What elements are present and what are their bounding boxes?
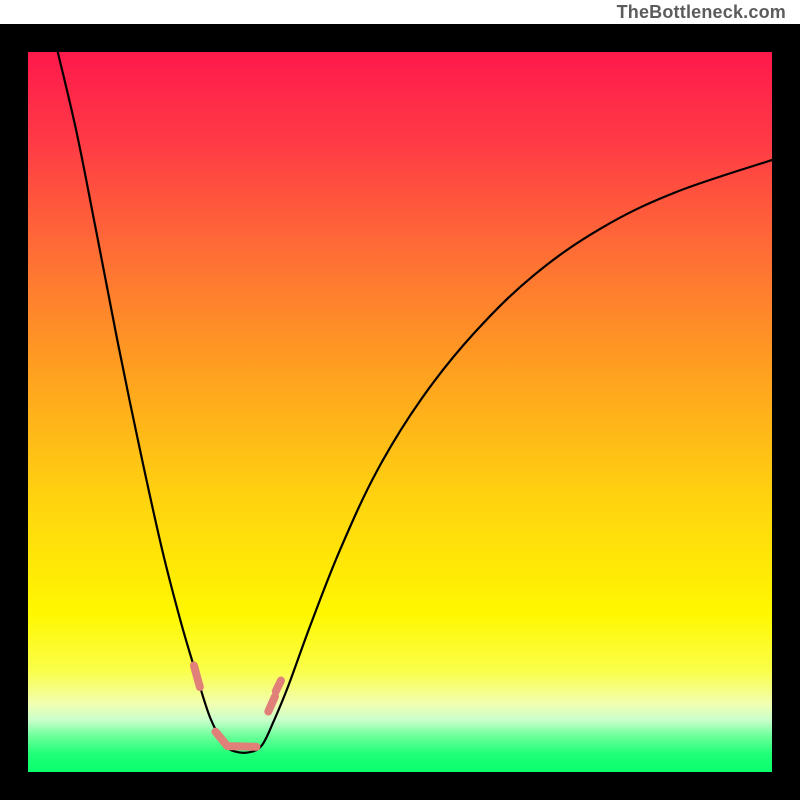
watermark-text: TheBottleneck.com [0, 0, 800, 24]
bottleneck-chart [0, 24, 800, 800]
gradient-background [28, 52, 772, 772]
chart-frame [0, 24, 800, 800]
highlight-segment-3 [276, 681, 281, 692]
